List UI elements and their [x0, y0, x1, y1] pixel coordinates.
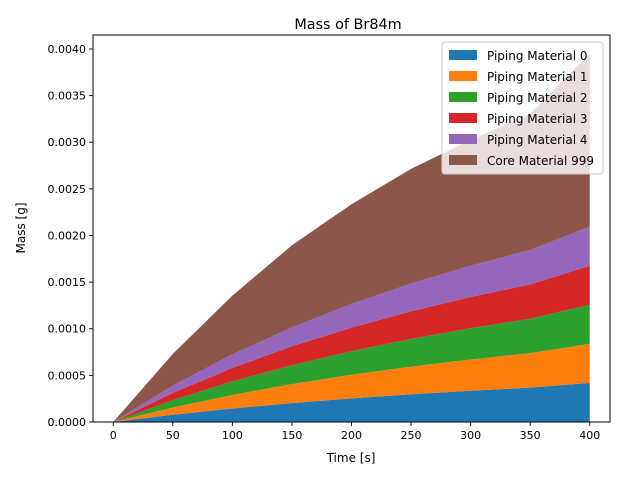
- legend-swatch-4: [449, 134, 477, 144]
- y-tick-label: 0.0025: [48, 183, 87, 196]
- x-tick-label: 100: [222, 429, 243, 442]
- legend-swatch-2: [449, 92, 477, 102]
- chart-title: Mass of Br84m: [294, 17, 401, 33]
- area-series-3: [113, 265, 590, 422]
- y-tick-label: 0.0015: [48, 276, 87, 289]
- y-tick-label: 0.0000: [48, 416, 87, 429]
- area-series-4: [113, 226, 590, 422]
- x-tick-label: 200: [341, 429, 362, 442]
- legend-swatch-0: [449, 50, 477, 60]
- x-tick-label: 0: [110, 429, 117, 442]
- x-tick-label: 300: [460, 429, 481, 442]
- x-tick-label: 50: [166, 429, 180, 442]
- axis-ticks-layer: 0 50 100 150 200 250 300 350 400 0.0000 0.0005 0.00…: [48, 43, 601, 442]
- x-axis-label: Time [s]: [326, 451, 376, 465]
- legend-frame: [441, 41, 604, 175]
- legend-swatch-3: [449, 113, 477, 123]
- legend-label-3: Piping Material 3: [487, 112, 588, 126]
- x-tick-label: 350: [520, 429, 541, 442]
- x-tick-label: 150: [281, 429, 302, 442]
- legend-label-5: Core Material 999: [487, 154, 594, 168]
- legend-label-1: Piping Material 1: [487, 70, 588, 84]
- y-tick-label: 0.0020: [48, 229, 87, 242]
- area-series-0: [113, 382, 590, 422]
- y-tick-label: 0.0010: [48, 323, 87, 336]
- legend-swatch-5: [449, 155, 477, 165]
- area-series-1: [113, 343, 590, 422]
- legend-label-4: Piping Material 4: [487, 133, 588, 147]
- x-tick-label: 250: [401, 429, 422, 442]
- plot-frame: [92, 34, 611, 423]
- y-tick-label: 0.0005: [48, 369, 87, 382]
- legend-label-0: Piping Material 0: [487, 49, 588, 63]
- y-tick-label: 0.0040: [48, 43, 87, 56]
- legend: Piping Material 0 Piping Material 1 Piping…: [441, 41, 604, 175]
- y-tick-label: 0.0030: [48, 136, 87, 149]
- legend-label-2: Piping Material 2: [487, 91, 588, 105]
- y-axis-label: Mass [g]: [14, 202, 28, 253]
- legend-swatch-1: [449, 71, 477, 81]
- area-series-2: [113, 304, 590, 422]
- y-tick-label: 0.0035: [48, 90, 87, 103]
- x-tick-label: 400: [579, 429, 600, 442]
